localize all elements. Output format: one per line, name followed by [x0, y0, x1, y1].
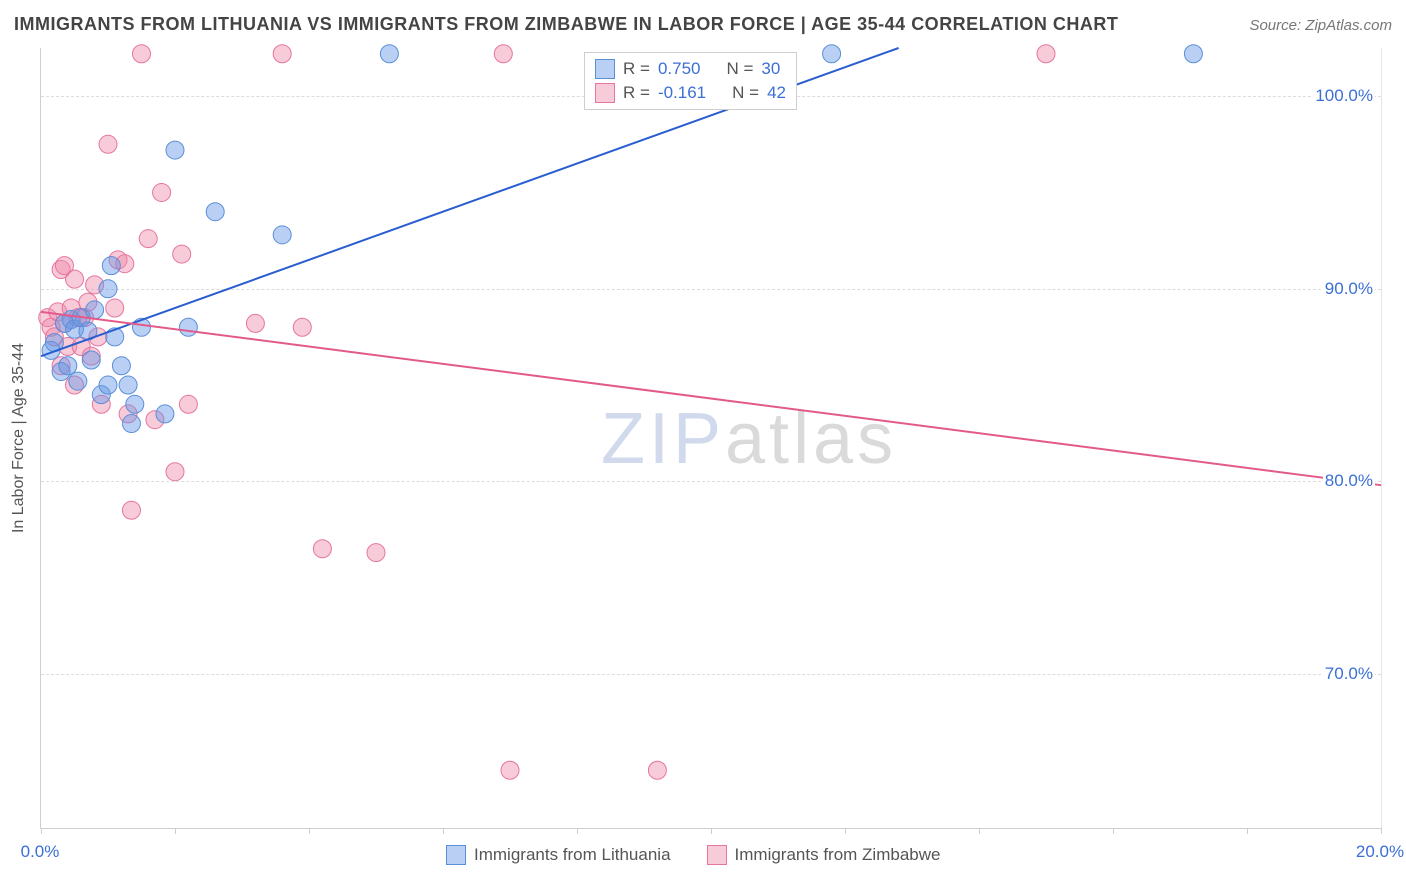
scatter-point [119, 376, 137, 394]
scatter-point [313, 540, 331, 558]
scatter-point [66, 270, 84, 288]
scatter-point [122, 501, 140, 519]
scatter-point [112, 357, 130, 375]
scatter-point [246, 314, 264, 332]
scatter-point [206, 203, 224, 221]
r-value-lithuania: 0.750 [658, 57, 701, 81]
x-tick [711, 828, 712, 834]
scatter-point [1184, 45, 1202, 63]
swatch-zimbabwe-icon [595, 83, 615, 103]
y-tick-label: 100.0% [1313, 86, 1375, 106]
swatch-zimbabwe-icon [707, 845, 727, 865]
scatter-point [59, 357, 77, 375]
x-tick [1113, 828, 1114, 834]
scatter-point [106, 299, 124, 317]
n-label: N = [726, 57, 753, 81]
x-tick [979, 828, 980, 834]
swatch-lithuania-icon [446, 845, 466, 865]
series-legend-item-lithuania: Immigrants from Lithuania [446, 845, 671, 865]
scatter-point [494, 45, 512, 63]
scatter-point [99, 376, 117, 394]
x-tick [175, 828, 176, 834]
r-label: R = [623, 81, 650, 105]
scatter-point [166, 463, 184, 481]
scatter-point [102, 257, 120, 275]
scatter-point [99, 280, 117, 298]
scatter-point [273, 226, 291, 244]
chart-source: Source: ZipAtlas.com [1249, 17, 1392, 34]
scatter-point [153, 183, 171, 201]
y-tick-label: 70.0% [1323, 664, 1375, 684]
scatter-point [139, 230, 157, 248]
scatter-point [1037, 45, 1055, 63]
scatter-point [179, 318, 197, 336]
scatter-point [179, 395, 197, 413]
x-tick [1247, 828, 1248, 834]
scatter-point [166, 141, 184, 159]
scatter-point [367, 544, 385, 562]
series-legend: Immigrants from Lithuania Immigrants fro… [446, 845, 940, 865]
scatter-point [156, 405, 174, 423]
scatter-point [823, 45, 841, 63]
y-tick-label: 80.0% [1323, 471, 1375, 491]
r-value-zimbabwe: -0.161 [658, 81, 706, 105]
y-axis-title: In Labor Force | Age 35-44 [10, 343, 28, 533]
plot-area: In Labor Force | Age 35-44 ZIPatlas R = … [40, 48, 1382, 829]
x-tick-label: 0.0% [21, 842, 60, 862]
x-tick [1381, 828, 1382, 834]
n-label: N = [732, 81, 759, 105]
x-tick [845, 828, 846, 834]
correlation-legend-row-lithuania: R = 0.750 N = 30 [595, 57, 786, 81]
x-tick [41, 828, 42, 834]
scatter-point [648, 761, 666, 779]
scatter-point [293, 318, 311, 336]
scatter-point [122, 415, 140, 433]
scatter-point [99, 135, 117, 153]
series-label-zimbabwe: Immigrants from Zimbabwe [735, 845, 941, 865]
y-tick-label: 90.0% [1323, 279, 1375, 299]
swatch-lithuania-icon [595, 59, 615, 79]
x-tick [577, 828, 578, 834]
scatter-point [501, 761, 519, 779]
r-label: R = [623, 57, 650, 81]
x-tick [443, 828, 444, 834]
scatter-point [82, 351, 100, 369]
series-legend-item-zimbabwe: Immigrants from Zimbabwe [707, 845, 941, 865]
scatter-point [133, 45, 151, 63]
x-tick [309, 828, 310, 834]
correlation-legend-row-zimbabwe: R = -0.161 N = 42 [595, 81, 786, 105]
n-value-lithuania: 30 [761, 57, 780, 81]
series-label-lithuania: Immigrants from Lithuania [474, 845, 671, 865]
n-value-zimbabwe: 42 [767, 81, 786, 105]
scatter-point [86, 301, 104, 319]
scatter-point [69, 372, 87, 390]
chart-svg [41, 48, 1381, 828]
chart-title: IMMIGRANTS FROM LITHUANIA VS IMMIGRANTS … [14, 14, 1118, 35]
correlation-legend: R = 0.750 N = 30 R = -0.161 N = 42 [584, 52, 797, 110]
scatter-point [126, 395, 144, 413]
scatter-point [173, 245, 191, 263]
scatter-point [380, 45, 398, 63]
regression-line [41, 312, 1381, 485]
scatter-point [273, 45, 291, 63]
x-tick-label: 20.0% [1356, 842, 1404, 862]
